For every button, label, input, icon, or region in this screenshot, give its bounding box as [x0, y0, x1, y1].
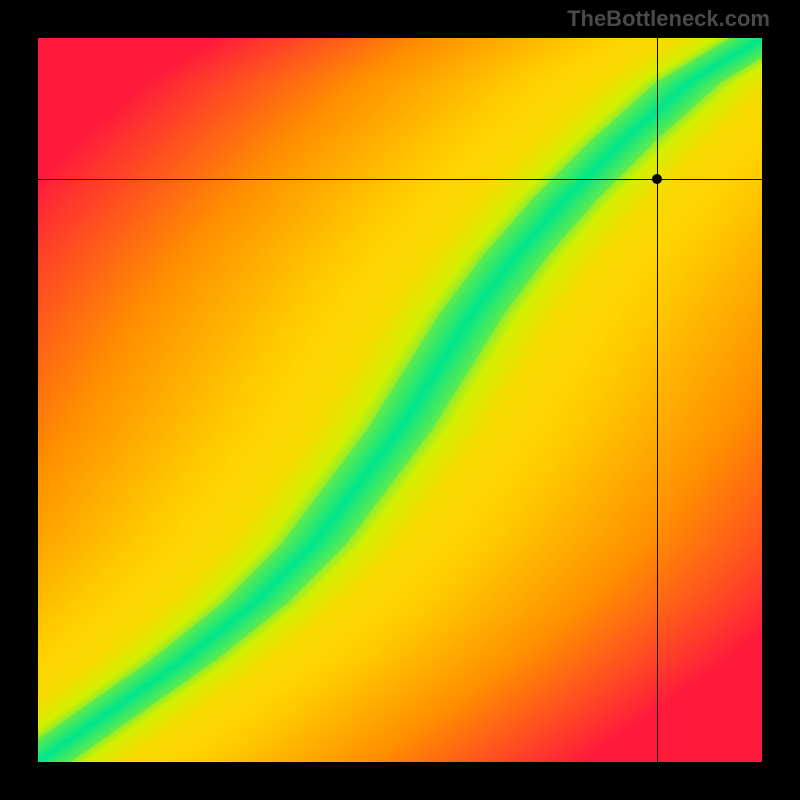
crosshair-marker — [652, 174, 662, 184]
crosshair-vertical — [657, 38, 658, 762]
chart-container: TheBottleneck.com — [0, 0, 800, 800]
heatmap-plot — [38, 38, 762, 762]
heatmap-canvas — [38, 38, 762, 762]
watermark-text: TheBottleneck.com — [567, 6, 770, 32]
